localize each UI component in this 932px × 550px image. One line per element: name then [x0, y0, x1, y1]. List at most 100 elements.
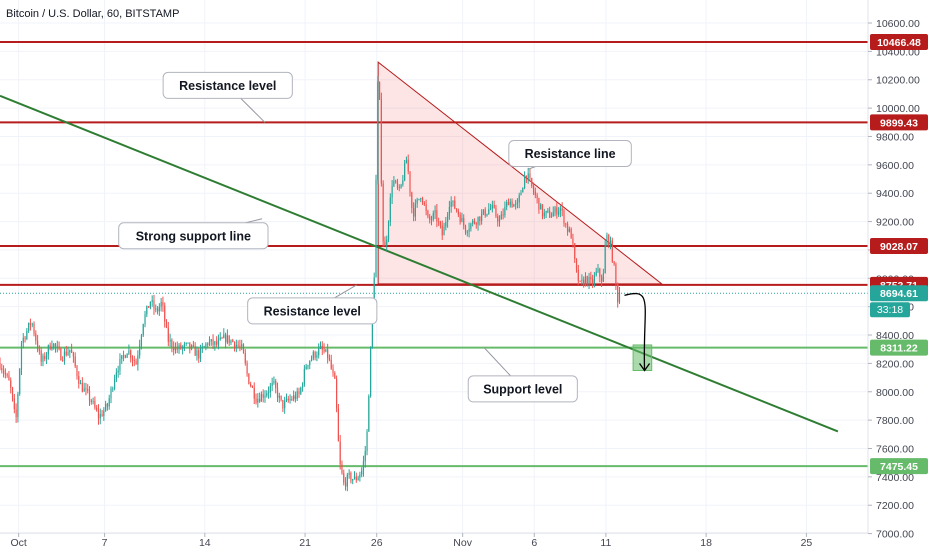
candle-body [176, 347, 178, 350]
candle-body [282, 400, 284, 409]
level-price-label: 9899.43 [880, 117, 918, 129]
candle-body [244, 353, 246, 363]
candle-body [87, 388, 89, 391]
candle-body [235, 344, 237, 348]
candle-body [162, 302, 164, 306]
candle-body [221, 337, 223, 339]
candle-body [49, 345, 51, 350]
candle-body [318, 348, 320, 356]
candle-body [373, 277, 375, 316]
callout-box [118, 222, 269, 250]
candle-body [572, 238, 574, 244]
candle-body [377, 81, 379, 180]
candle-body [459, 214, 461, 222]
candle-body [183, 343, 186, 347]
candle-body [615, 264, 617, 284]
candle-body [597, 268, 599, 272]
candle-body [194, 346, 196, 356]
candle-body [366, 431, 368, 452]
candle-body [484, 209, 486, 216]
candle-body [423, 202, 425, 205]
candle-body [511, 201, 513, 207]
candle-body [174, 347, 177, 351]
candle-body [314, 351, 316, 358]
candle-body [611, 240, 613, 262]
candle-body [289, 399, 291, 401]
candle-body [169, 339, 171, 342]
candle-body [96, 407, 98, 411]
candle-body [182, 346, 184, 349]
candle-body [549, 210, 551, 218]
candle-body [63, 351, 66, 361]
candle-body [391, 185, 393, 198]
candle-body [285, 398, 288, 401]
candle-body [481, 213, 483, 221]
price-axis-label: 7800.00 [876, 415, 914, 427]
candle-body [275, 380, 277, 388]
candle-body [35, 333, 37, 341]
candle-body [153, 300, 155, 309]
candle-body [284, 400, 286, 409]
callout-box [247, 297, 378, 325]
candle-body [250, 383, 252, 387]
candle-body [325, 349, 327, 352]
candle-body [590, 277, 592, 280]
time-axis-label: 14 [199, 537, 211, 549]
level-price-badge [870, 114, 928, 131]
candle-body [357, 477, 359, 481]
candle-body [4, 372, 6, 375]
candle-body [579, 280, 581, 282]
candle-body [416, 199, 418, 204]
candle-body [6, 374, 8, 376]
candle-body [395, 180, 397, 182]
price-axis-label: 7600.00 [876, 443, 914, 455]
candle-body [327, 349, 329, 358]
candle-body [223, 334, 225, 339]
candle-body [420, 198, 422, 200]
candle-body [540, 204, 542, 210]
candle-body [556, 207, 558, 215]
target-box [632, 344, 653, 371]
candle-body [457, 210, 459, 215]
candle-body [42, 355, 44, 362]
candle-body [24, 337, 26, 339]
candle-body [51, 346, 53, 350]
candle-body [187, 342, 189, 344]
candle-body [74, 356, 76, 367]
candle-body [430, 219, 433, 221]
candle-body [599, 268, 601, 277]
candle-body [190, 345, 193, 349]
callout-label: Resistance level [264, 304, 361, 318]
candle-body [330, 359, 332, 369]
candle-body [436, 210, 438, 222]
candle-body [473, 220, 476, 224]
candle-body [137, 355, 139, 365]
candle-body [404, 163, 406, 181]
candle-body [45, 354, 48, 360]
candle-body [20, 342, 23, 370]
candle-body [83, 388, 85, 392]
candle-body [232, 340, 234, 342]
candle-body [212, 339, 214, 345]
candle-body [90, 400, 92, 403]
candle-body [94, 401, 96, 408]
strong-support-trendline [0, 94, 839, 433]
price-axis-label: 9400.00 [876, 188, 914, 200]
candle-body [565, 223, 567, 225]
candle-body [53, 343, 55, 347]
candle-body [507, 202, 510, 206]
candle-body [155, 308, 157, 310]
candle-body [214, 341, 216, 345]
candle-body [523, 175, 526, 188]
countdown-label: 33:18 [877, 304, 903, 316]
candle-body [11, 387, 14, 399]
time-axis-label: Nov [453, 537, 472, 549]
candle-body [346, 474, 348, 487]
candle-body [606, 235, 608, 246]
candle-body [192, 345, 194, 347]
candle-body [355, 476, 357, 481]
candle-body [518, 195, 520, 203]
price-axis-label: 9200.00 [876, 217, 914, 229]
candle-body [398, 186, 400, 188]
candle-body [341, 464, 343, 474]
